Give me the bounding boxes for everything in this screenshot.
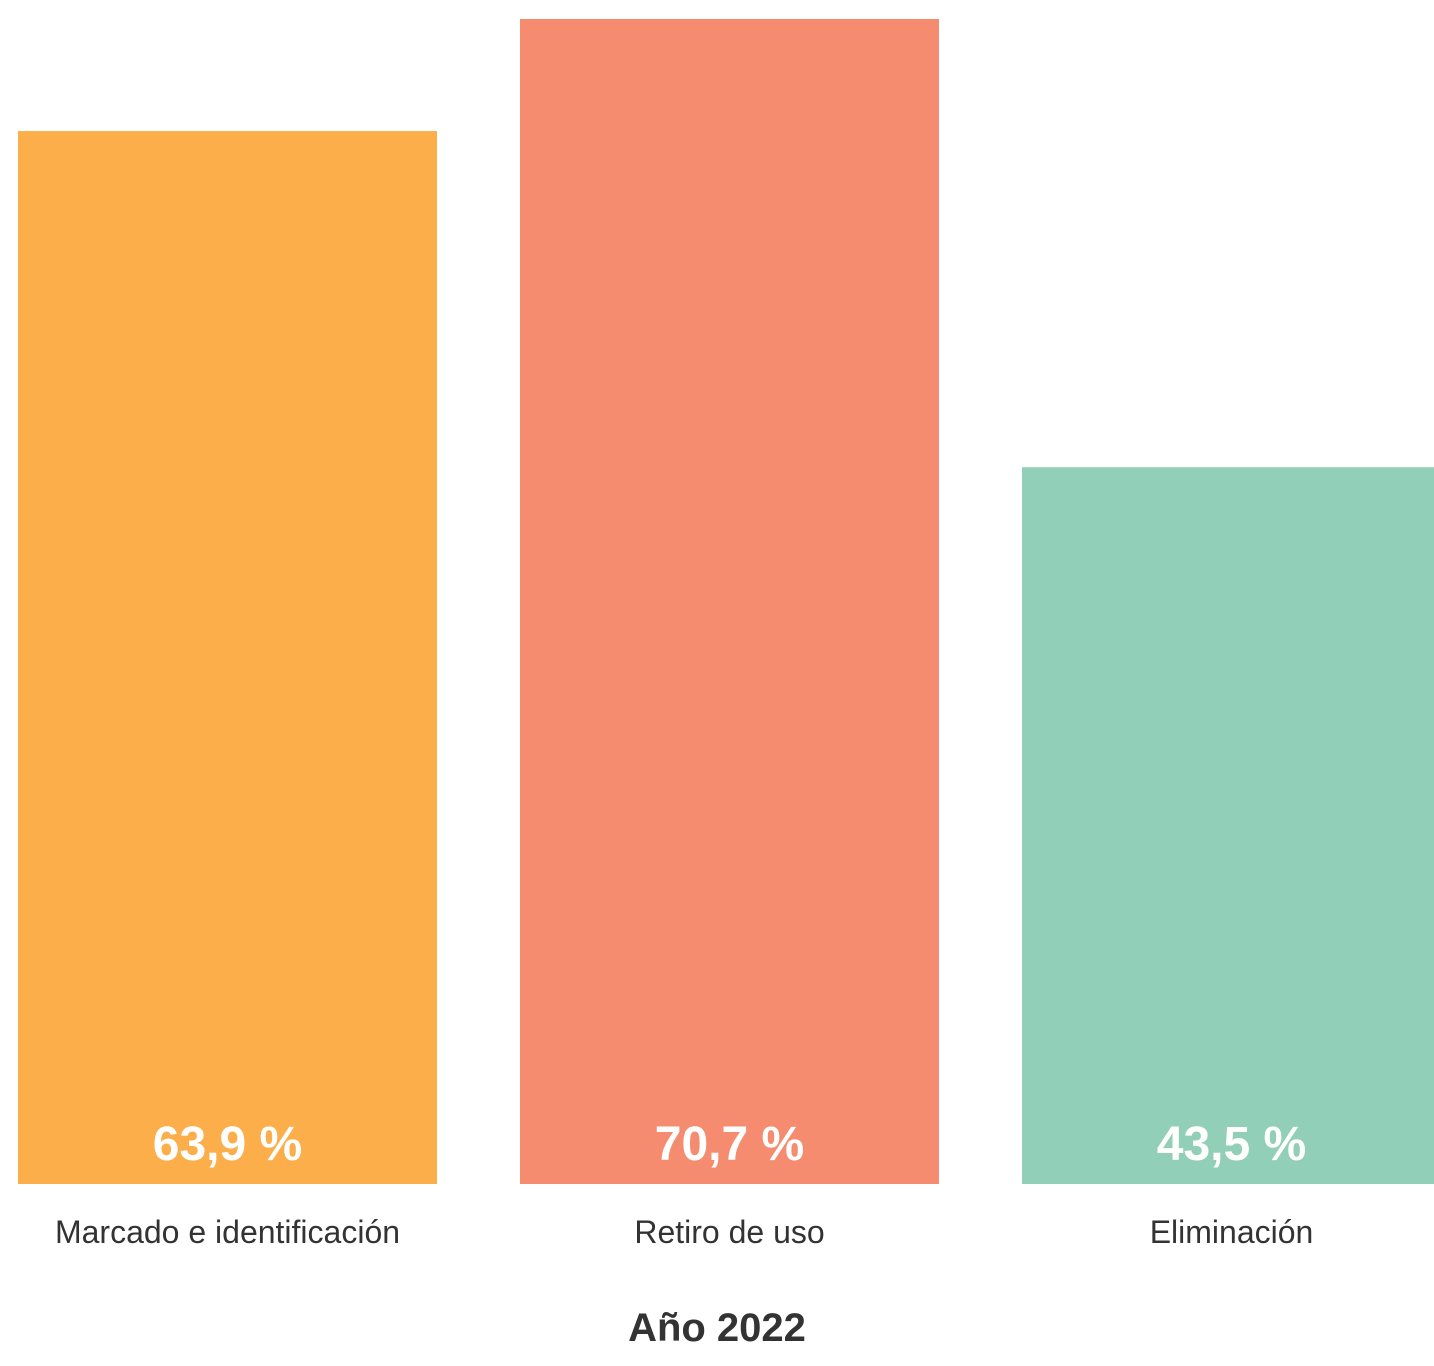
- value-labels-group: 63,9 % 70,7 % 43,5 %: [153, 1118, 1306, 1171]
- category-label-3: Eliminación: [1150, 1214, 1314, 1250]
- bar-value-label-2: 70,7 %: [655, 1118, 804, 1171]
- bars-group: [18, 19, 1434, 1185]
- bar-2: [520, 19, 939, 1184]
- bar-1: [18, 131, 437, 1185]
- x-axis-title: Año 2022: [628, 1306, 806, 1350]
- bar-value-label-3: 43,5 %: [1157, 1118, 1306, 1171]
- category-label-2: Retiro de uso: [634, 1214, 824, 1250]
- bar-3: [1022, 467, 1434, 1184]
- category-label-1: Marcado e identificación: [55, 1214, 400, 1250]
- bar-value-label-1: 63,9 %: [153, 1118, 302, 1171]
- category-labels-group: Marcado e identificación Retiro de uso Eli…: [55, 1214, 1313, 1250]
